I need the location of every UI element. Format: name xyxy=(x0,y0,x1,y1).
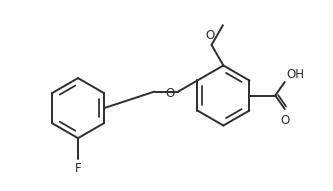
Text: OH: OH xyxy=(286,68,304,81)
Text: methyl: methyl xyxy=(220,21,225,23)
Text: F: F xyxy=(75,162,81,175)
Text: O: O xyxy=(205,29,214,42)
Text: O: O xyxy=(166,87,175,100)
Text: O: O xyxy=(280,114,289,127)
